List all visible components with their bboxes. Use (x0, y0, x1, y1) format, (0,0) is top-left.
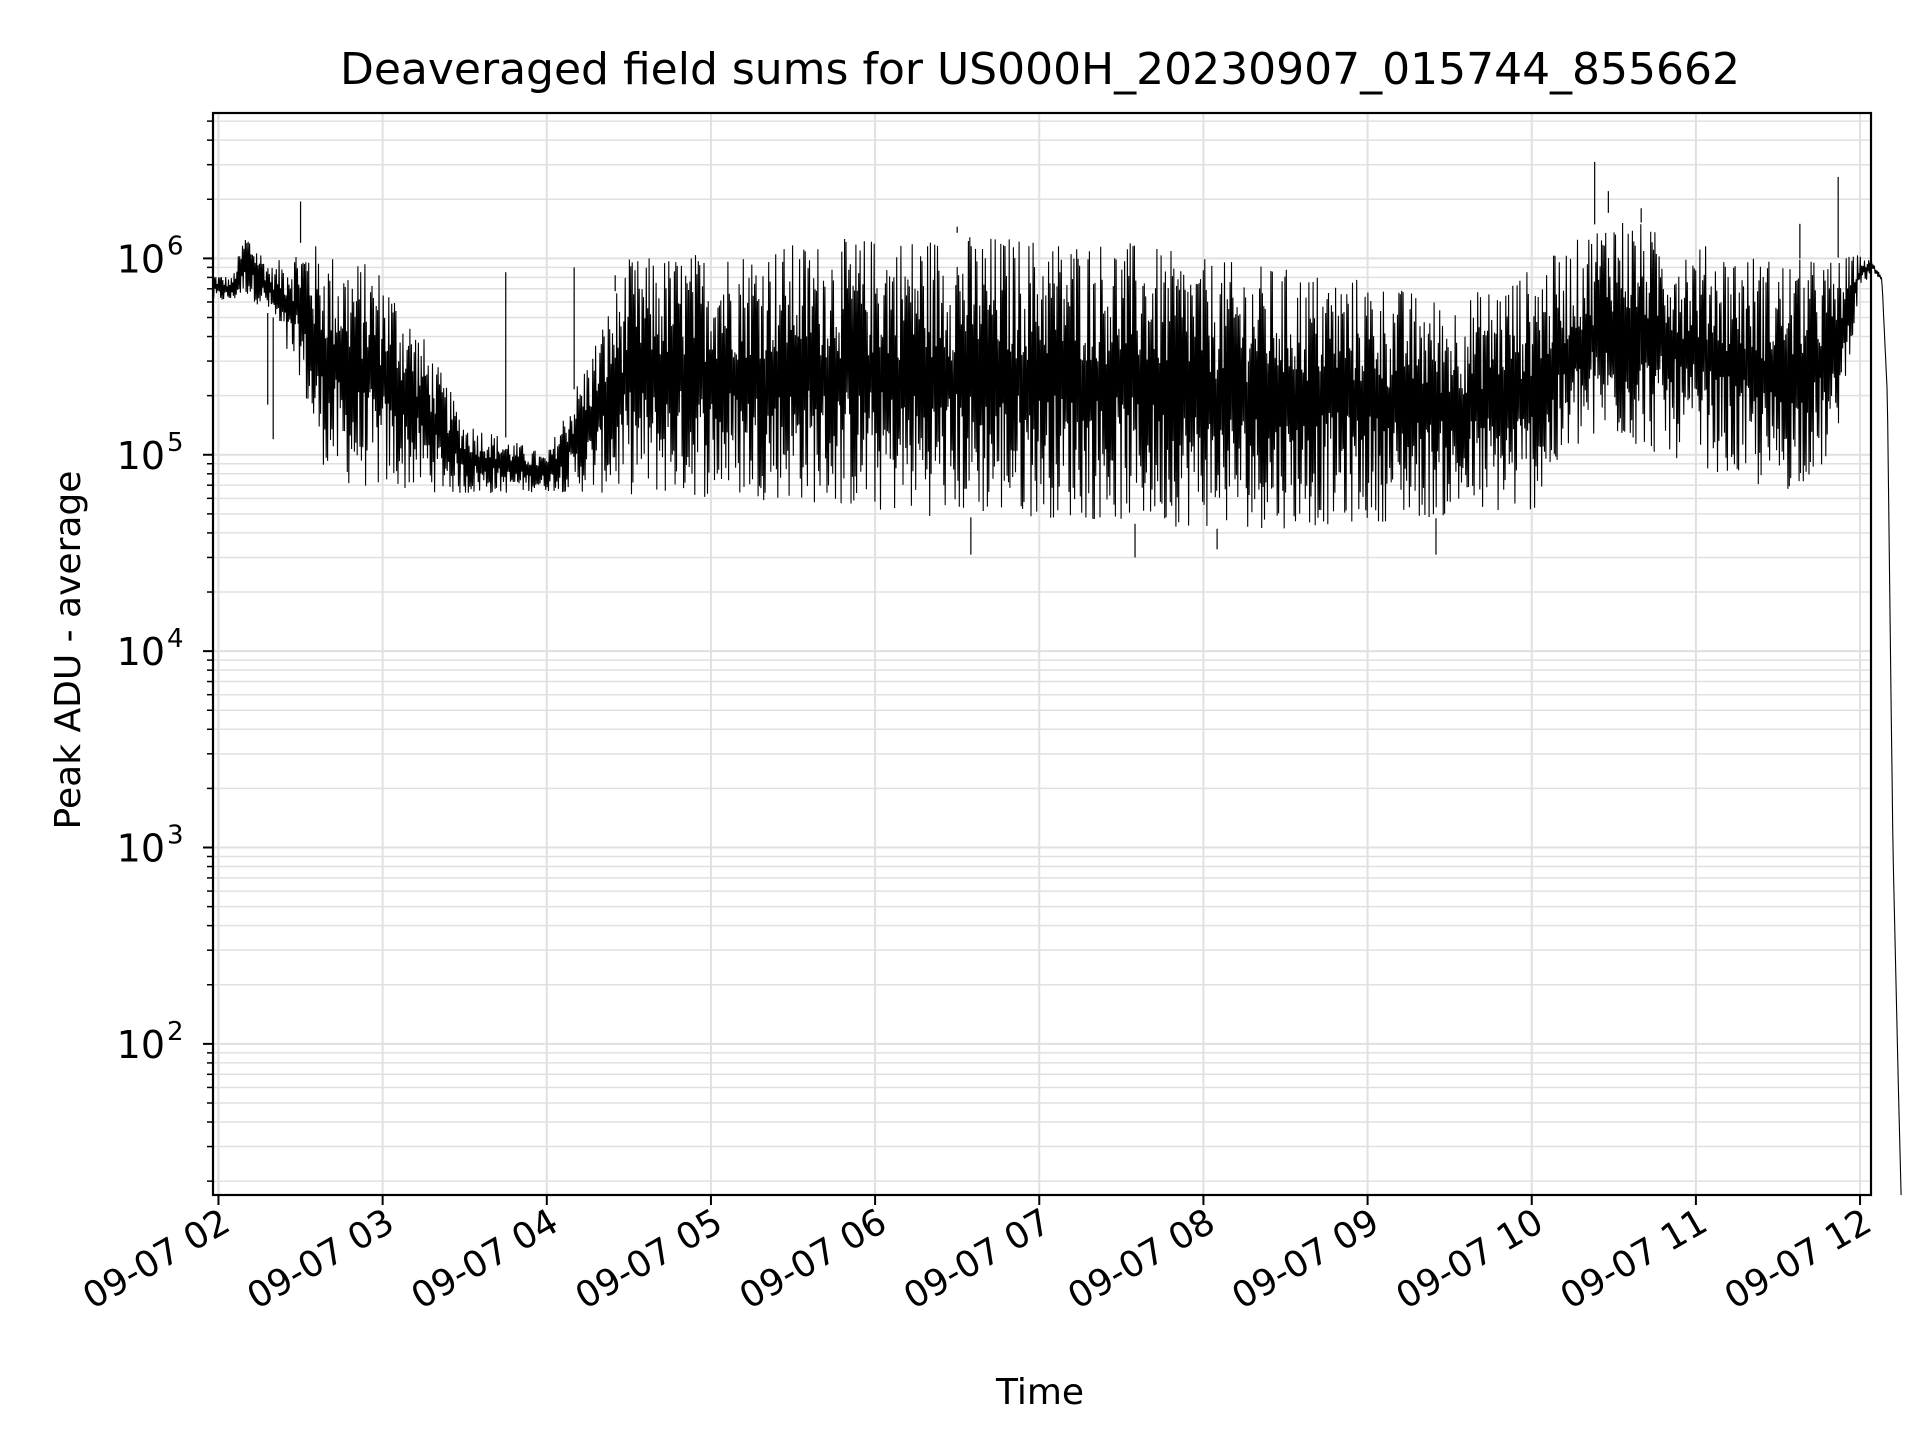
y-tick-label: 10 (117, 237, 165, 281)
chart-title: Deaveraged field sums for US000H_2023090… (340, 44, 1740, 95)
y-tick-exponent: 6 (167, 231, 184, 261)
series-line (212, 161, 1902, 1196)
y-axis-label: Peak ADU - average (48, 471, 89, 830)
y-tick-exponent: 2 (167, 1017, 184, 1047)
x-axis-label: Time (995, 1372, 1084, 1413)
y-tick-exponent: 3 (167, 821, 184, 851)
y-tick-exponent: 5 (167, 428, 184, 458)
series-trace (212, 222, 1902, 1196)
y-tick-label: 10 (117, 827, 165, 871)
plot-frame (211, 111, 1873, 1197)
y-tick-label: 10 (117, 1023, 165, 1067)
y-tick-exponent: 4 (167, 624, 184, 654)
y-tick-label: 10 (117, 434, 165, 478)
y-tick-label: 10 (117, 630, 165, 674)
